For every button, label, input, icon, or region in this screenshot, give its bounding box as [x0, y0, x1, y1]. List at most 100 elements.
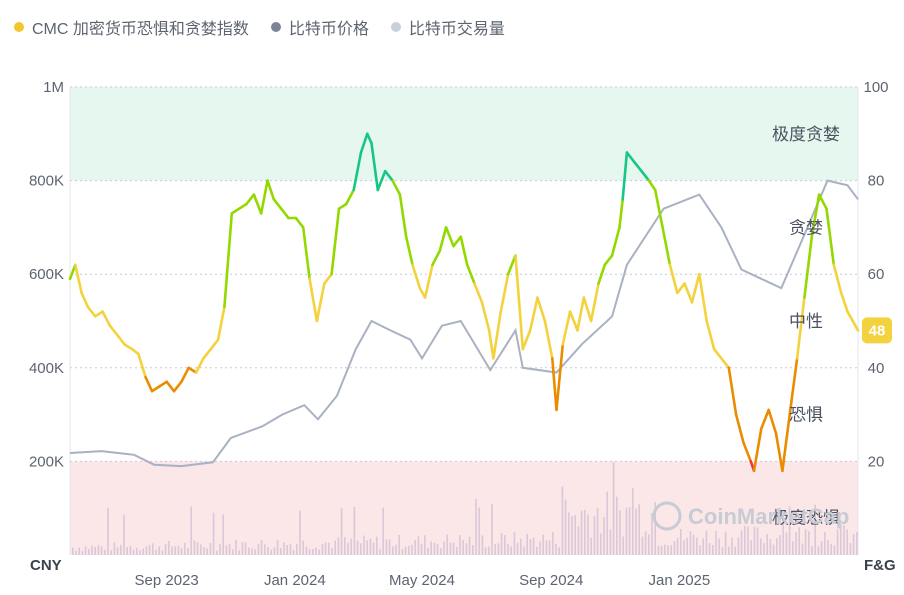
watermark: CoinMarketCap — [688, 504, 849, 529]
volume-bar — [584, 509, 586, 555]
volume-bar — [347, 542, 349, 555]
fear-greed-segment — [795, 296, 806, 360]
volume-bar — [580, 510, 583, 555]
volume-bar — [292, 550, 295, 555]
fear-greed-segment — [817, 193, 828, 210]
legend-item[interactable]: CMC 加密货币恐惧和贪婪指数 — [14, 15, 249, 39]
volume-bar — [648, 534, 650, 555]
volume-bar — [94, 547, 96, 555]
legend-item[interactable]: 比特币价格 — [270, 15, 369, 39]
fear-greed-segment — [452, 235, 463, 248]
volume-bar — [462, 540, 464, 555]
fear-greed-segment — [803, 235, 814, 299]
volume-bar — [699, 545, 701, 555]
fear-greed-segment — [252, 193, 263, 215]
fear-greed-segment — [259, 179, 269, 215]
volume-bar — [529, 539, 532, 555]
volume-bar — [120, 544, 122, 555]
volume-bar — [760, 538, 762, 555]
right-axis-tick: 80 — [868, 173, 885, 190]
volume-bar — [734, 546, 736, 555]
volume-bar — [449, 542, 452, 555]
fear-greed-segment — [514, 254, 525, 351]
fear-greed-segment — [165, 380, 176, 393]
volume-bar — [622, 536, 624, 555]
volume-bar — [88, 549, 90, 555]
volume-bar — [548, 540, 551, 555]
fear-greed-segment — [632, 160, 643, 173]
volume-bar — [193, 540, 196, 555]
current-value-badge — [862, 317, 892, 344]
volume-bar — [110, 550, 112, 555]
volume-bar — [241, 542, 244, 555]
volume-bar — [222, 514, 224, 555]
volume-bar — [392, 546, 394, 555]
source-mark: 大数跨境 — [32, 569, 92, 587]
fear-greed-segment — [404, 235, 414, 267]
fear-greed-segment — [344, 188, 356, 206]
volume-bar — [516, 542, 519, 555]
volume-bar — [145, 546, 148, 555]
volume-bar — [491, 503, 493, 555]
legend-label: 比特币交易量 — [408, 21, 505, 38]
volume-bar — [190, 506, 192, 555]
volume-bar — [113, 542, 116, 555]
volume-bar — [523, 546, 525, 555]
volume-bar — [353, 507, 356, 555]
volume-bar — [97, 545, 100, 555]
fear-greed-segment — [492, 310, 503, 360]
fear-greed-segment — [487, 329, 495, 360]
x-axis-tick: Sep 2023 — [135, 572, 199, 589]
volume-bar — [673, 541, 676, 555]
fear-greed-segment — [810, 193, 821, 239]
fear-greed-segment — [625, 151, 636, 164]
fear-greed-segment — [308, 277, 319, 323]
volume-bar — [302, 540, 304, 555]
volume-bar — [696, 537, 698, 555]
volume-bar — [753, 526, 756, 555]
volume-bar — [395, 544, 397, 555]
volume-bar — [107, 507, 109, 555]
fear-greed-segment — [279, 207, 290, 220]
volume-bar — [411, 544, 413, 555]
volume-bar — [270, 549, 272, 555]
fear-greed-segment — [180, 366, 190, 384]
volume-bar — [376, 536, 378, 555]
fear-greed-segment — [116, 333, 126, 346]
volume-bar — [619, 510, 621, 555]
volume-bar — [203, 547, 205, 555]
volume-bar — [424, 535, 426, 555]
volume-bar — [763, 543, 765, 555]
volume-bar — [459, 535, 461, 555]
fear-greed-segment — [80, 291, 90, 309]
volume-bar — [683, 540, 685, 555]
legend-item[interactable]: 比特币交易量 — [390, 15, 505, 39]
volume-bar — [606, 491, 608, 555]
x-axis-tick: Jan 2024 — [264, 572, 326, 589]
volume-bar — [123, 514, 125, 555]
volume-bar — [609, 529, 612, 555]
fear-greed-segment — [438, 226, 448, 253]
fear-greed-segment — [202, 347, 213, 360]
chart-legend: CMC 加密货币恐惧和贪婪指数 比特币价格 比特币交易量 — [14, 14, 505, 40]
fear-greed-segment — [352, 151, 363, 192]
volume-bar — [360, 543, 362, 555]
volume-bar — [414, 540, 416, 555]
fear-greed-segment — [528, 296, 539, 332]
fear-greed-segment — [640, 169, 651, 182]
fear-greed-segment — [391, 179, 402, 196]
volume-bar — [388, 539, 391, 555]
volume-bar — [296, 544, 298, 555]
volume-bar — [206, 548, 208, 555]
volume-bar — [126, 547, 128, 555]
volume-bar — [196, 542, 199, 555]
volume-bar — [78, 547, 80, 555]
volume-bar — [334, 540, 336, 555]
right-axis-unit: F&G — [864, 557, 896, 574]
volume-bar — [724, 531, 727, 555]
volume-bar — [731, 537, 733, 555]
volume-bar — [526, 533, 528, 555]
volume-bar — [331, 548, 333, 555]
fear-greed-segment — [647, 179, 657, 192]
volume-bar — [776, 538, 778, 555]
